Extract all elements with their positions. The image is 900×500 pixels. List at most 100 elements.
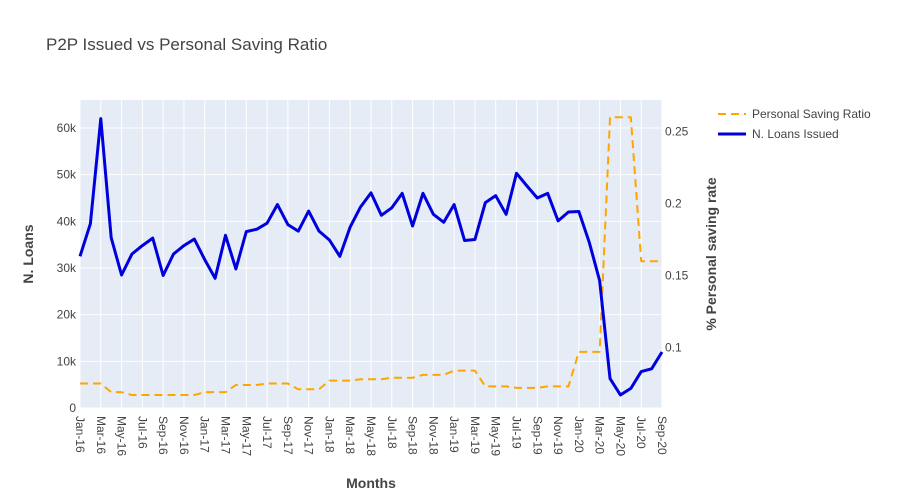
data-point: [235, 384, 237, 386]
y-right-axis-title: % Personal saving rate: [703, 177, 719, 331]
data-point: [598, 279, 600, 281]
data-point: [224, 391, 226, 393]
legend[interactable]: Personal Saving Ratio N. Loans Issued: [718, 107, 871, 141]
data-point: [183, 394, 185, 396]
data-point: [255, 384, 257, 386]
data-point: [495, 385, 497, 387]
gridlines: [79, 100, 663, 409]
y-left-tick-label: 10k: [57, 354, 77, 368]
y-left-tick-label: 40k: [57, 214, 77, 228]
series-layer: [78, 116, 664, 397]
data-point: [224, 234, 226, 236]
x-tick-label: May-17: [239, 416, 253, 456]
data-point: [432, 213, 434, 215]
data-point: [505, 385, 507, 387]
x-tick-label: Jul-18: [385, 416, 399, 449]
legend-label: Personal Saving Ratio: [752, 107, 871, 121]
data-point: [578, 210, 580, 212]
data-point: [567, 211, 569, 213]
data-point: [474, 369, 476, 371]
data-point: [391, 377, 393, 379]
data-point: [287, 223, 289, 225]
data-point: [276, 203, 278, 205]
data-point: [370, 192, 372, 194]
data-point: [235, 268, 237, 270]
y-right-ticks: 0.1 0.15 0.2 0.25: [665, 125, 689, 355]
y-left-tick-label: 30k: [57, 261, 77, 275]
data-point: [443, 221, 445, 223]
data-point: [172, 253, 174, 255]
data-point: [463, 239, 465, 241]
data-point: [380, 378, 382, 380]
x-ticks: Jan-16 Mar-16 May-16 Jul-16 Sep-16 Nov-16 Jan-…: [73, 416, 669, 456]
y-left-tick-label: 50k: [57, 168, 77, 182]
data-point: [297, 230, 299, 232]
data-point: [453, 203, 455, 205]
data-point: [588, 241, 590, 243]
x-axis-title: Months: [346, 475, 396, 491]
x-tick-label: Sep-16: [156, 416, 170, 455]
x-tick-label: Sep-18: [406, 416, 420, 455]
data-point: [183, 244, 185, 246]
data-point: [453, 369, 455, 371]
y-left-tick-label: 20k: [57, 308, 77, 322]
y-right-tick-label: 0.1: [665, 341, 682, 355]
x-tick-label: Sep-17: [281, 416, 295, 455]
data-point: [630, 387, 632, 389]
data-point: [349, 226, 351, 228]
data-point: [214, 277, 216, 279]
data-point: [162, 274, 164, 276]
x-tick-label: Mar-16: [94, 416, 108, 454]
data-point: [245, 384, 247, 386]
x-tick-label: Jan-20: [572, 416, 586, 453]
x-tick-label: May-19: [489, 416, 503, 456]
data-point: [100, 382, 102, 384]
x-tick-label: Jul-16: [135, 416, 149, 449]
x-tick-label: Jan-16: [73, 416, 87, 453]
data-point: [287, 382, 289, 384]
series-line-n-loans-issued: [78, 117, 664, 397]
x-tick-label: Jul-17: [260, 416, 274, 449]
data-point: [526, 185, 528, 187]
x-tick-label: Nov-19: [551, 416, 565, 455]
y-left-tick-label: 60k: [57, 121, 77, 135]
data-point: [255, 228, 257, 230]
data-point: [110, 236, 112, 238]
data-point: [515, 387, 517, 389]
data-point: [204, 391, 206, 393]
data-point: [79, 255, 81, 257]
data-point: [515, 172, 517, 174]
data-point: [598, 351, 600, 353]
data-point: [131, 394, 133, 396]
x-tick-label: Jan-18: [322, 416, 336, 453]
x-tick-label: Jan-17: [198, 416, 212, 453]
data-point: [204, 258, 206, 260]
data-point: [339, 379, 341, 381]
y-left-axis-title: N. Loans: [20, 224, 36, 283]
legend-item[interactable]: Personal Saving Ratio: [718, 107, 871, 121]
data-point: [391, 207, 393, 209]
data-point: [567, 385, 569, 387]
data-point: [380, 214, 382, 216]
data-point: [588, 351, 590, 353]
data-point: [661, 260, 663, 262]
data-point: [505, 213, 507, 215]
data-point: [536, 387, 538, 389]
y-right-tick-label: 0.2: [665, 197, 682, 211]
x-tick-label: Mar-17: [219, 416, 233, 454]
data-point: [193, 394, 195, 396]
data-point: [411, 225, 413, 227]
data-point: [422, 192, 424, 194]
legend-item[interactable]: N. Loans Issued: [718, 127, 839, 141]
data-point: [546, 192, 548, 194]
x-tick-label: Nov-17: [302, 416, 316, 455]
data-point: [328, 379, 330, 381]
x-tick-label: Mar-20: [593, 416, 607, 454]
data-point: [214, 391, 216, 393]
data-point: [640, 370, 642, 372]
x-tick-label: Jan-19: [447, 416, 461, 453]
data-point: [630, 116, 632, 118]
data-point: [359, 206, 361, 208]
data-point: [172, 394, 174, 396]
data-point: [359, 378, 361, 380]
